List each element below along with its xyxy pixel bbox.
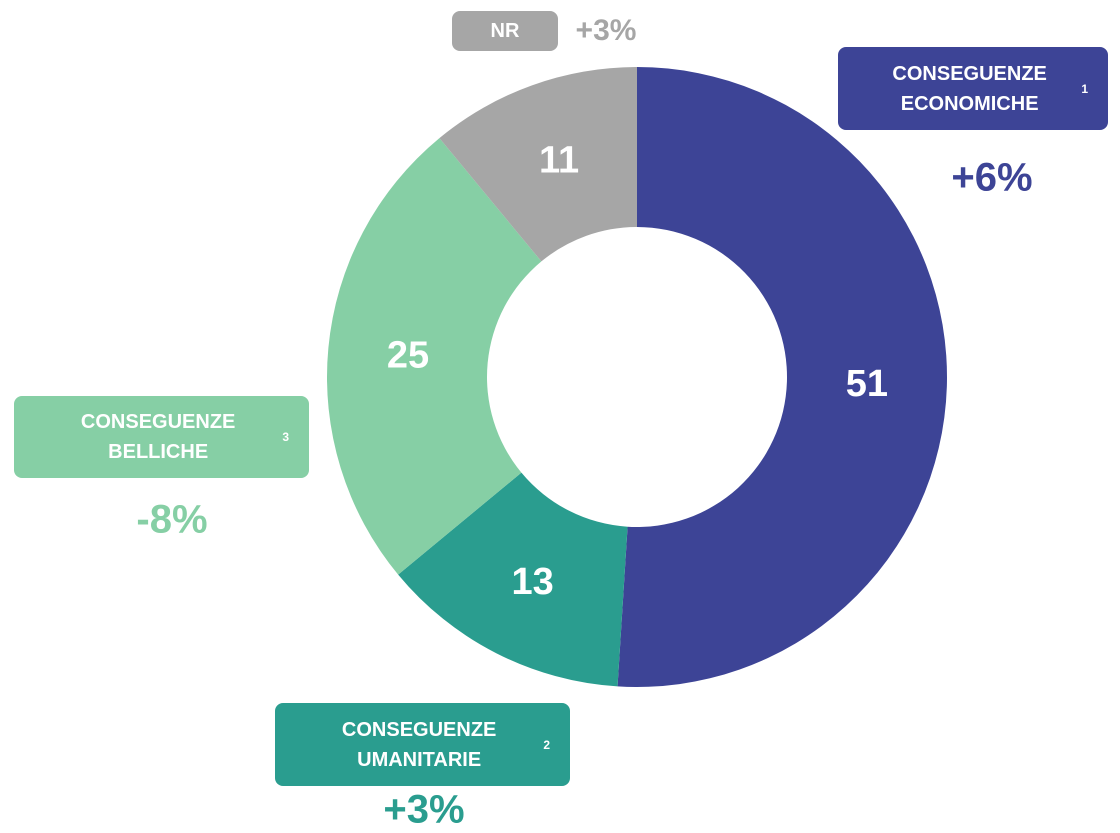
category-label: CONSEGUENZE BELLICHE 3 <box>14 396 309 478</box>
change-label: -8% <box>136 497 208 542</box>
segment-value-label: 13 <box>511 561 553 603</box>
category-name: NR <box>490 20 520 42</box>
segment-value-label: 51 <box>846 363 888 405</box>
donut-segment <box>617 67 948 688</box>
category-label: CONSEGUENZE UMANITARIE 2 <box>275 703 570 786</box>
category-label: CONSEGUENZE ECONOMICHE 1 <box>838 47 1108 130</box>
segment-value-label: 25 <box>387 334 429 376</box>
donut-segment <box>327 138 542 575</box>
category-name: CONSEGUENZE UMANITARIE <box>341 718 497 771</box>
category-name: CONSEGUENZE ECONOMICHE <box>892 62 1047 115</box>
donut-segment <box>439 67 637 262</box>
category-name: CONSEGUENZE BELLICHE <box>80 411 236 463</box>
donut-segment <box>398 472 628 687</box>
category-label: NR <box>452 11 558 51</box>
change-label: +3% <box>383 787 465 832</box>
change-label: +6% <box>951 155 1033 200</box>
segment-value-label: 11 <box>539 140 579 182</box>
change-label: +3% <box>575 14 637 47</box>
